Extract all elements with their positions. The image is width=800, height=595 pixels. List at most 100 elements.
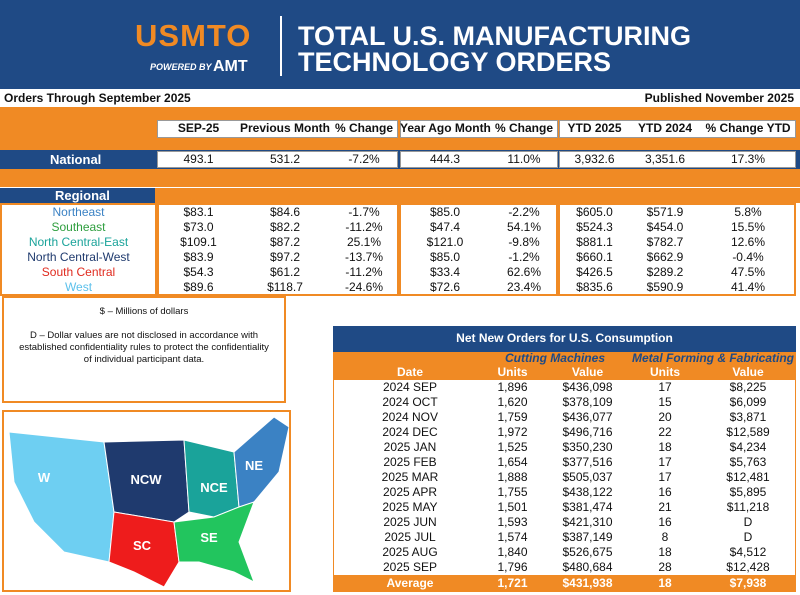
region-value: $121.0 — [426, 235, 464, 249]
cell: $378,109 — [562, 395, 613, 409]
date: 2025 AUG — [382, 545, 438, 559]
date: 2024 OCT — [382, 395, 438, 409]
column-header: Year Ago Month — [400, 121, 491, 135]
cell: 16 — [658, 485, 672, 499]
region-value: -11.2% — [345, 265, 383, 279]
cell: $496,716 — [562, 425, 613, 439]
cell: $4,512 — [729, 545, 767, 559]
cell: 1,972 — [497, 425, 528, 439]
cell: 1,755 — [497, 485, 528, 499]
cell: $6,099 — [729, 395, 767, 409]
national-cell — [559, 151, 796, 168]
average-cell: $7,938 — [729, 576, 767, 590]
cell: $505,037 — [562, 470, 613, 484]
region-value: 5.8% — [734, 205, 762, 219]
region-value: 41.4% — [730, 280, 766, 294]
region-value: $881.1 — [576, 235, 613, 249]
map-label: NE — [245, 458, 263, 473]
orders-title: Net New Orders for U.S. Consumption — [456, 331, 673, 345]
column-header: % Change YTD — [705, 121, 791, 135]
national-label: National — [50, 152, 102, 167]
group-label: Cutting Machines — [504, 351, 605, 365]
cell: $421,310 — [562, 515, 613, 529]
region-value: -24.6% — [344, 280, 384, 294]
region-value: 47.5% — [730, 265, 766, 279]
region-value: $605.0 — [576, 205, 613, 219]
map-label: NCE — [200, 480, 228, 495]
column-header: Date — [396, 365, 423, 379]
region-value: $89.6 — [183, 280, 214, 294]
cell: 1,501 — [497, 500, 528, 514]
region-value: 23.4% — [506, 280, 542, 294]
note: D – Dollar values are not disclosed in a… — [19, 330, 269, 365]
region-value: $72.6 — [429, 280, 461, 294]
column-header: % Change — [494, 121, 553, 135]
orders-body — [333, 380, 796, 576]
powered-by: POWERED BY — [150, 62, 212, 72]
region-box — [558, 203, 796, 296]
region-value: -2.2% — [508, 205, 540, 219]
cell: $436,098 — [562, 380, 613, 394]
cell: 1,840 — [497, 545, 528, 559]
cell: $526,675 — [562, 545, 613, 559]
column-header: Value — [571, 365, 604, 379]
region-value: $289.2 — [646, 265, 684, 279]
national-cell — [157, 151, 398, 168]
cell: 17 — [658, 455, 672, 469]
cell: 1,620 — [497, 395, 528, 409]
region-value: 25.1% — [346, 235, 382, 249]
date: 2025 FEB — [383, 455, 437, 469]
cell: $387,149 — [562, 530, 613, 544]
orders-head-band — [333, 352, 796, 380]
orders-title-band — [333, 326, 796, 352]
region-value: $85.0 — [429, 250, 461, 264]
powered-brand: AMT — [213, 58, 248, 75]
region-ncw — [103, 439, 190, 523]
cell: $12,589 — [726, 425, 770, 439]
cell: 22 — [658, 425, 672, 439]
region-value: $109.1 — [180, 235, 217, 249]
region-se — [173, 501, 255, 584]
region-name: West — [64, 280, 93, 294]
region-value: $61.2 — [269, 265, 301, 279]
cell: $12,428 — [726, 560, 770, 574]
date: 2025 MAY — [382, 500, 438, 514]
cell: 8 — [661, 530, 669, 544]
date: 2025 JUN — [383, 515, 437, 529]
region-value: $118.7 — [267, 280, 303, 294]
region-value: -9.8% — [508, 235, 540, 249]
date: 2024 SEP — [382, 380, 438, 394]
date: 2024 NOV — [381, 410, 439, 424]
title: TECHNOLOGY ORDERS — [298, 47, 612, 77]
column-header: YTD 2024 — [637, 121, 693, 135]
note: $ – Millions of dollars — [99, 306, 189, 317]
region-value: 15.5% — [730, 220, 766, 234]
national-cell — [400, 151, 558, 168]
header-cell — [157, 120, 398, 138]
map-label: W — [38, 470, 51, 485]
region-value: -1.7% — [348, 205, 380, 219]
map-label: SE — [200, 530, 218, 545]
cell: 1,525 — [497, 440, 528, 454]
column-header: YTD 2025 — [567, 121, 622, 135]
cell: 1,593 — [497, 515, 528, 529]
header-cell — [400, 120, 558, 138]
cell: D — [743, 530, 753, 544]
region-box — [0, 203, 157, 296]
subheader-left: Orders Through September 2025 — [4, 91, 191, 105]
region-value: $571.9 — [646, 205, 684, 219]
cell: $5,763 — [729, 455, 767, 469]
regional-label: Regional — [55, 188, 110, 203]
cell: $438,122 — [562, 485, 613, 499]
region-value: $54.3 — [183, 265, 214, 279]
column-header: % Change — [334, 121, 393, 135]
region-value: 54.1% — [506, 220, 542, 234]
logo: USMTO — [135, 18, 252, 53]
average-cell: 1,721 — [497, 576, 528, 590]
national-value: 17.3% — [730, 152, 766, 166]
date: 2024 DEC — [382, 425, 438, 439]
national-value: 11.0% — [507, 152, 541, 166]
cell: 28 — [658, 560, 672, 574]
cell: $5,895 — [729, 485, 767, 499]
